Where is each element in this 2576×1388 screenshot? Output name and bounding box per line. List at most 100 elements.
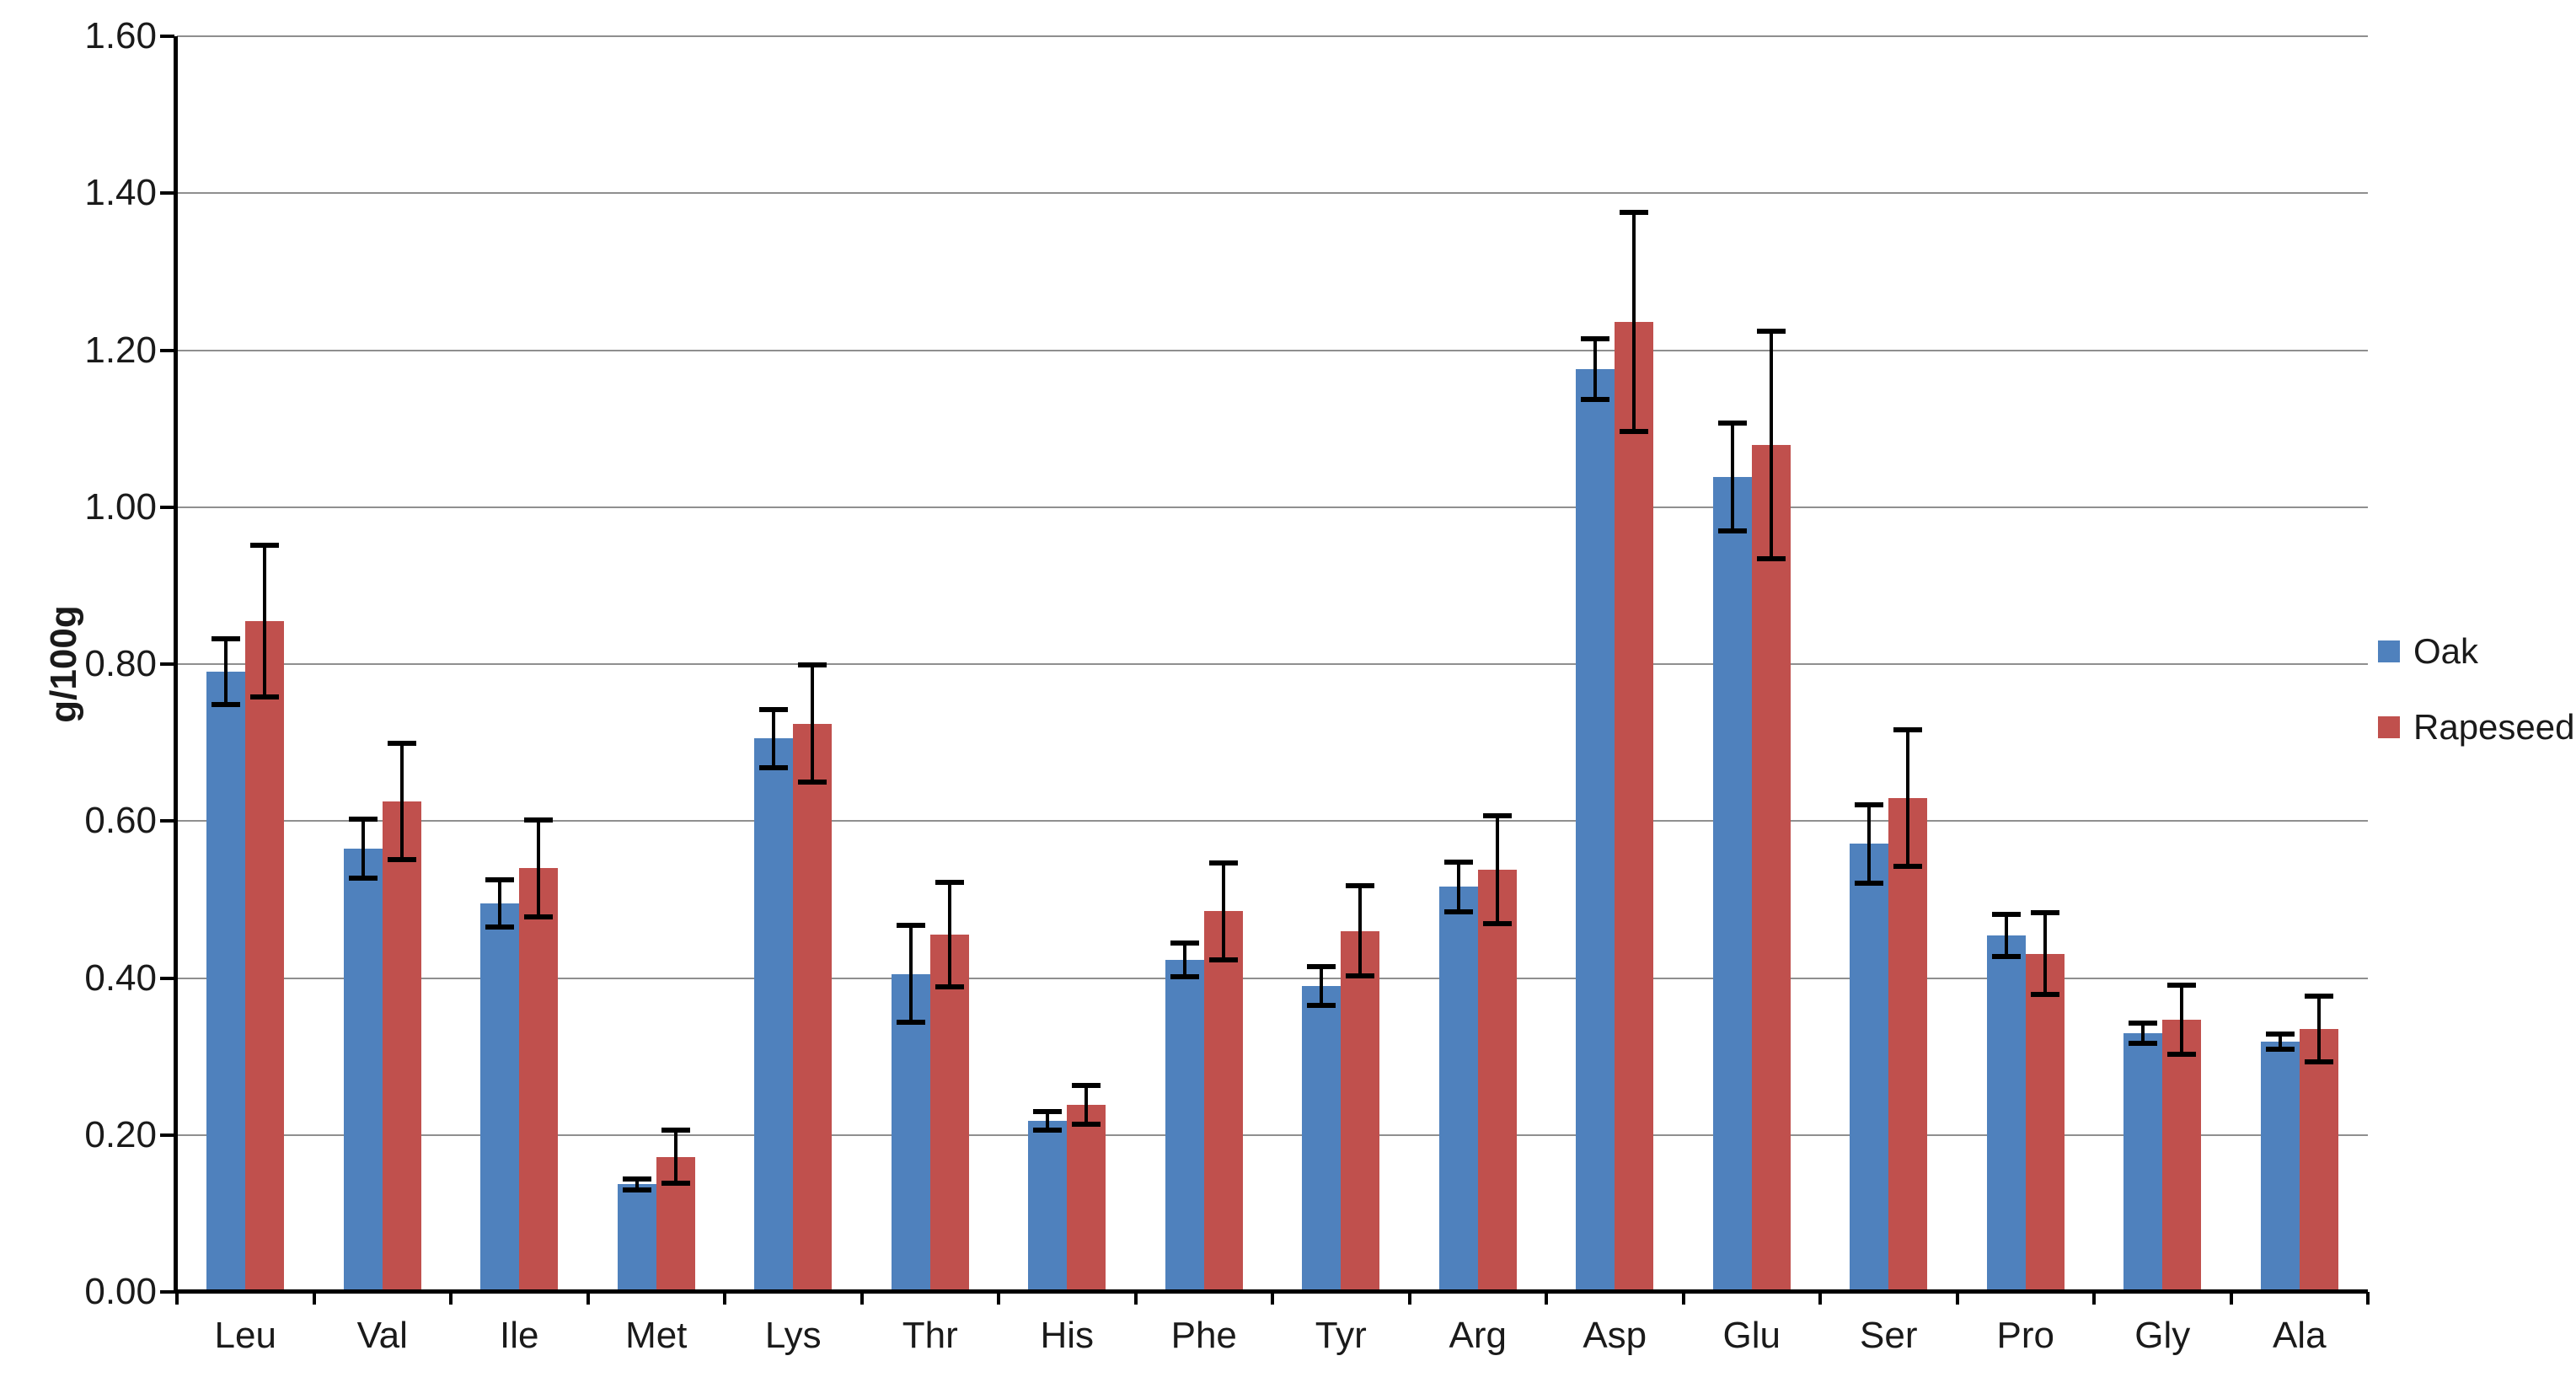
error-bar-cap bbox=[1893, 727, 1923, 733]
error-bar bbox=[1033, 1109, 1063, 1133]
y-axis-tick bbox=[160, 1290, 174, 1294]
error-bar-line bbox=[811, 662, 815, 785]
x-axis-label: Glu bbox=[1722, 1315, 1781, 1356]
gridline bbox=[177, 1133, 2368, 1136]
plot-area bbox=[160, 35, 2370, 1305]
error-bar bbox=[1482, 812, 1512, 927]
error-bar-line bbox=[1730, 421, 1734, 534]
bar-group bbox=[2094, 36, 2231, 1292]
rapeseed-bar bbox=[2299, 994, 2338, 1292]
legend-item-oak: Oak bbox=[2378, 634, 2574, 669]
bar-group bbox=[1410, 36, 1547, 1292]
bar-group bbox=[1136, 36, 1273, 1292]
error-bar-cap bbox=[1717, 528, 1747, 534]
error-bar-cap bbox=[1855, 880, 1884, 886]
error-bar-line bbox=[947, 880, 951, 990]
x-axis-tick bbox=[2229, 1292, 2233, 1305]
error-bar-line bbox=[1632, 209, 1636, 435]
oak-bar bbox=[206, 636, 246, 1292]
error-bar-cap bbox=[1893, 864, 1923, 870]
y-axis-tick-label: 1.20 bbox=[84, 329, 157, 371]
y-axis-tick-label: 0.00 bbox=[84, 1271, 157, 1312]
legend-swatch-oak bbox=[2378, 640, 2400, 662]
rapeseed-bar bbox=[656, 1128, 695, 1292]
error-bar-cap bbox=[387, 856, 416, 862]
error-bar-line bbox=[673, 1128, 677, 1187]
error-bar-line bbox=[2278, 1031, 2282, 1053]
error-bar-cap bbox=[1620, 429, 1649, 435]
error-bar-cap bbox=[2304, 1058, 2333, 1064]
error-bar-cap bbox=[1581, 335, 1610, 341]
error-bar-cap bbox=[1033, 1127, 1063, 1133]
bar-group bbox=[999, 36, 1136, 1292]
error-bar bbox=[485, 877, 515, 930]
rapeseed-bar bbox=[2025, 910, 2065, 1292]
error-bar bbox=[524, 817, 554, 919]
rapeseed-bar bbox=[245, 542, 285, 1292]
error-bar-cap bbox=[485, 924, 515, 930]
error-bar-cap bbox=[387, 741, 416, 747]
error-bar bbox=[896, 923, 925, 1026]
error-bar-cap bbox=[622, 1187, 651, 1192]
bar-group bbox=[862, 36, 999, 1292]
error-bar bbox=[1170, 940, 1199, 980]
error-bar-line bbox=[1320, 963, 1324, 1008]
error-bar-cap bbox=[2304, 994, 2333, 999]
oak-bar bbox=[1986, 912, 2026, 1292]
error-bar bbox=[1893, 727, 1923, 870]
x-axis-tick bbox=[860, 1292, 864, 1305]
error-bar bbox=[759, 707, 789, 770]
bar-group bbox=[1957, 36, 2095, 1292]
y-axis-tick-label: 1.00 bbox=[84, 485, 157, 528]
error-bar-cap bbox=[524, 914, 554, 919]
error-bar-cap bbox=[1756, 556, 1786, 562]
error-bar-cap bbox=[1170, 940, 1199, 946]
x-axis-tick bbox=[312, 1292, 316, 1305]
error-bar-line bbox=[1456, 859, 1460, 915]
oak-bar bbox=[1712, 421, 1752, 1292]
error-bar bbox=[1307, 963, 1336, 1008]
gridline bbox=[177, 820, 2368, 823]
error-bar bbox=[1581, 335, 1610, 402]
error-bar-cap bbox=[212, 636, 241, 642]
y-axis-tick-label: 0.20 bbox=[84, 1113, 157, 1155]
error-bar bbox=[1855, 801, 1884, 886]
x-axis-tick bbox=[1955, 1292, 1959, 1305]
error-bar-cap bbox=[1443, 909, 1473, 915]
error-bar-cap bbox=[1170, 974, 1199, 980]
x-axis-label: Phe bbox=[1170, 1315, 1237, 1356]
gridline bbox=[177, 349, 2368, 351]
error-bar-cap bbox=[1346, 973, 1375, 979]
x-axis-label: Val bbox=[356, 1315, 408, 1356]
error-bar-cap bbox=[896, 923, 925, 929]
rapeseed-bar bbox=[1341, 882, 1380, 1292]
rapeseed-bar bbox=[1751, 329, 1791, 1292]
error-bar-line bbox=[2043, 910, 2047, 997]
y-axis-tick bbox=[160, 348, 174, 352]
error-bar-cap bbox=[759, 764, 789, 770]
x-axis-label: Asp bbox=[1583, 1315, 1647, 1356]
error-bar-cap bbox=[1033, 1109, 1063, 1115]
error-bar-line bbox=[1495, 812, 1499, 927]
x-axis-label: Gly bbox=[2134, 1315, 2191, 1356]
error-bar-cap bbox=[2030, 991, 2059, 997]
x-axis-label: His bbox=[1040, 1315, 1095, 1356]
error-bar-line bbox=[263, 542, 267, 699]
oak-bar bbox=[617, 1176, 656, 1292]
error-bar-cap bbox=[348, 876, 378, 882]
oak-bar bbox=[1165, 940, 1204, 1292]
error-bar-line bbox=[635, 1176, 639, 1192]
error-bar bbox=[1991, 912, 2021, 960]
error-bar-cap bbox=[1208, 957, 1238, 962]
error-bar-line bbox=[1593, 335, 1598, 402]
x-axis-tick bbox=[723, 1292, 726, 1305]
gridline bbox=[177, 506, 2368, 508]
error-bar-cap bbox=[1482, 812, 1512, 818]
x-axis-tick bbox=[997, 1292, 1000, 1305]
error-bar-cap bbox=[524, 817, 554, 823]
rapeseed-bar bbox=[793, 662, 833, 1292]
y-axis-tick-label: 0.80 bbox=[84, 643, 157, 684]
bar-group bbox=[1546, 36, 1684, 1292]
x-axis-tick bbox=[586, 1292, 590, 1305]
